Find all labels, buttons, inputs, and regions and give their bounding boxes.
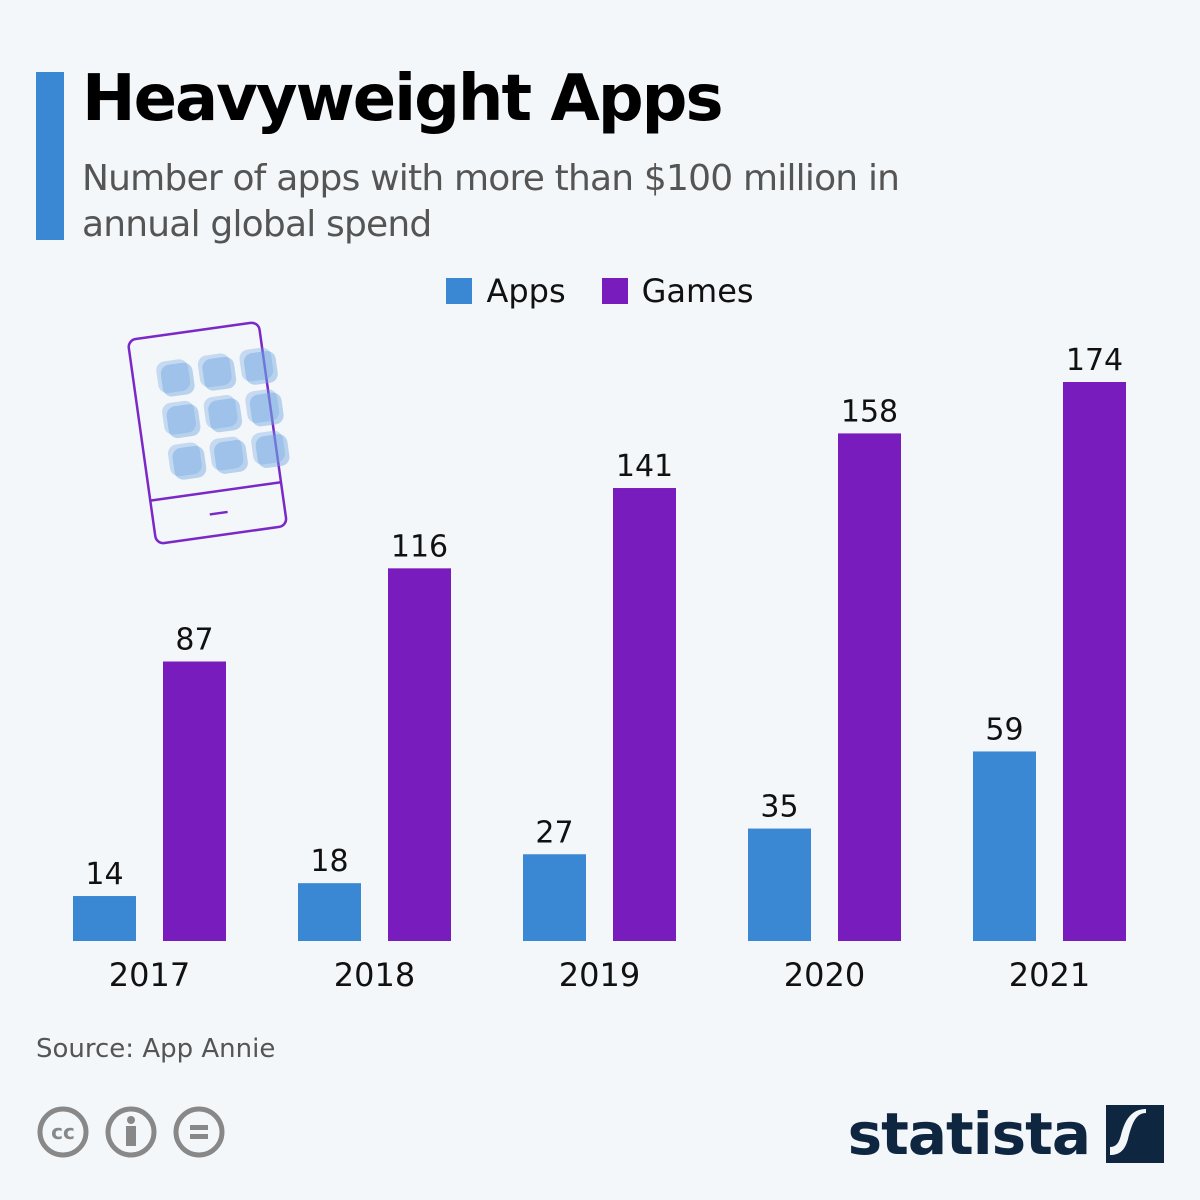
x-tick-label-2019: 2019 bbox=[559, 956, 640, 994]
app-tile-icon bbox=[243, 350, 278, 385]
chart-subtitle: Number of apps with more than $100 milli… bbox=[82, 158, 900, 245]
attribution-icon[interactable] bbox=[104, 1105, 158, 1159]
bar-games-2021 bbox=[1063, 382, 1126, 941]
app-tile-icon bbox=[172, 445, 207, 480]
legend-item-apps: Apps bbox=[446, 272, 566, 310]
bar-games-2019 bbox=[613, 488, 676, 941]
app-tile-icon bbox=[255, 434, 290, 468]
app-tile-icon bbox=[197, 353, 232, 388]
legend-swatch-apps bbox=[446, 278, 473, 304]
no-derivatives-icon[interactable] bbox=[172, 1105, 226, 1159]
data-label-games-2020: 158 bbox=[841, 394, 898, 429]
bar-games-2017 bbox=[163, 661, 226, 941]
legend-label-games: Games bbox=[641, 272, 754, 310]
chart-title: Heavyweight Apps bbox=[82, 62, 724, 136]
app-tile-icon bbox=[167, 442, 202, 477]
statista-logo[interactable]: statista bbox=[848, 1100, 1164, 1168]
bar-apps-2017 bbox=[73, 896, 136, 941]
statista-wordmark: statista bbox=[847, 1100, 1091, 1168]
app-tile-icon bbox=[239, 347, 274, 382]
legend-item-games: Games bbox=[601, 272, 754, 310]
creative-commons-icon[interactable]: cc bbox=[36, 1105, 90, 1159]
app-tile-icon bbox=[245, 389, 280, 423]
title-accent-bar bbox=[36, 72, 64, 240]
app-tile-icon bbox=[156, 359, 191, 394]
bar-games-2020 bbox=[838, 433, 901, 941]
data-label-apps-2018: 18 bbox=[310, 844, 348, 879]
svg-text:cc: cc bbox=[51, 1120, 75, 1144]
bar-apps-2021 bbox=[973, 751, 1036, 941]
x-tick-label-2018: 2018 bbox=[334, 956, 415, 994]
data-label-apps-2021: 59 bbox=[985, 712, 1023, 747]
license-icons: cc bbox=[36, 1105, 226, 1159]
app-tile-icon bbox=[203, 395, 238, 429]
app-tile-icon bbox=[162, 400, 196, 435]
bar-apps-2020 bbox=[748, 828, 811, 941]
app-tile-icon bbox=[214, 440, 248, 474]
app-tile-icon bbox=[251, 430, 285, 465]
app-tile-icon bbox=[166, 404, 201, 439]
app-tile-icon bbox=[202, 356, 237, 391]
phone-illustration-icon bbox=[127, 321, 290, 545]
legend-swatch-games bbox=[601, 278, 628, 304]
statista-logo-icon bbox=[1106, 1105, 1164, 1163]
app-tile-icon bbox=[249, 392, 284, 427]
legend: Apps Games bbox=[0, 272, 1200, 310]
bar-games-2018 bbox=[388, 568, 451, 941]
x-tick-label-2021: 2021 bbox=[1009, 956, 1090, 994]
data-label-games-2017: 87 bbox=[175, 623, 213, 658]
source-note: Source: App Annie bbox=[36, 1034, 276, 1064]
data-label-apps-2020: 35 bbox=[760, 790, 798, 825]
bar-apps-2019 bbox=[523, 854, 586, 941]
bar-apps-2018 bbox=[298, 883, 361, 941]
legend-label-apps: Apps bbox=[486, 272, 566, 310]
x-tick-label-2020: 2020 bbox=[784, 956, 865, 994]
data-label-games-2018: 116 bbox=[391, 529, 448, 564]
x-tick-label-2017: 2017 bbox=[109, 956, 190, 994]
data-label-games-2021: 174 bbox=[1066, 343, 1123, 378]
app-tile-icon bbox=[208, 398, 243, 433]
data-label-games-2019: 141 bbox=[616, 449, 673, 484]
data-label-apps-2019: 27 bbox=[535, 815, 573, 850]
data-label-apps-2017: 14 bbox=[85, 857, 123, 892]
app-tile-icon bbox=[209, 436, 244, 471]
app-tile-icon bbox=[160, 362, 195, 397]
